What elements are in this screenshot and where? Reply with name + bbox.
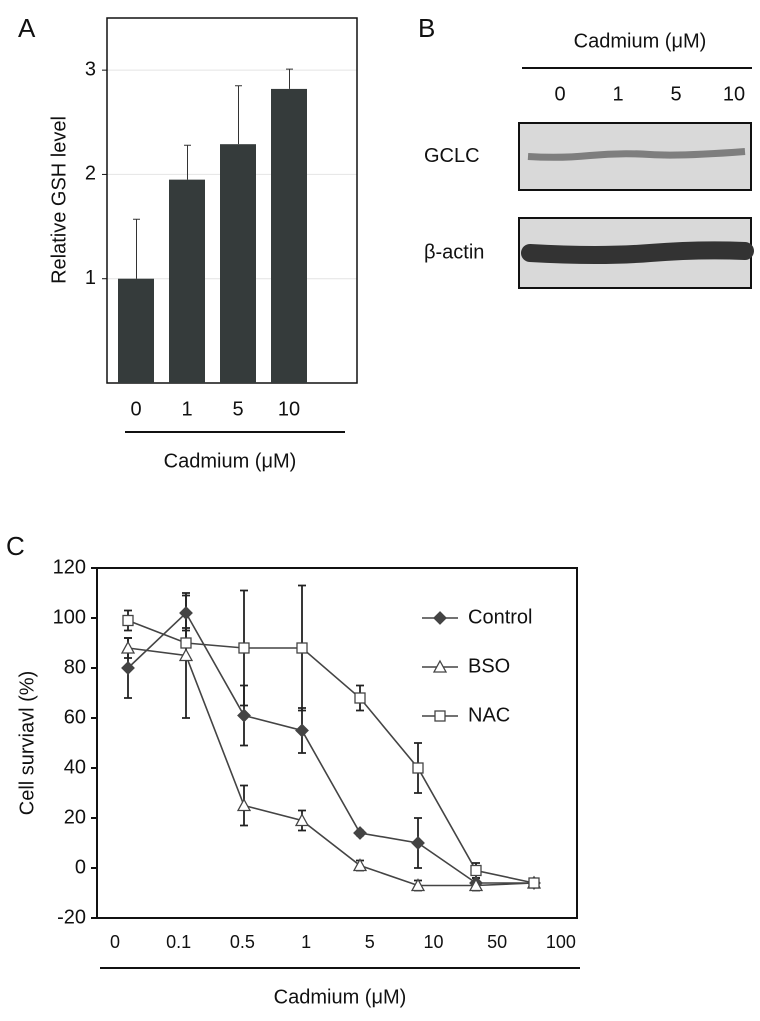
bar [220,144,256,383]
lane-label: 10 [723,83,745,105]
lane-label: 5 [670,83,681,105]
band [521,241,754,264]
x-tick-label: 5 [232,398,243,420]
marker [468,878,484,892]
y-axis-label: Relative GSH level [48,116,70,284]
legend-label: Control [468,606,532,628]
marker [528,877,540,889]
lane-label: 1 [612,83,623,105]
legend-marker [432,659,448,673]
blot-title: Cadmium (μM) [574,30,707,52]
x-tick-label: 100 [546,932,576,952]
marker [411,836,425,850]
y-tick-label: 40 [64,756,86,778]
panel-label: B [418,13,435,43]
x-tick-label: 0.5 [230,932,255,952]
lane-label: 0 [554,83,565,105]
legend-marker [434,710,446,722]
marker [122,614,134,627]
marker [470,864,482,877]
error-bar [286,68,293,89]
error-bar [184,144,191,180]
bar [169,179,205,383]
marker [120,640,136,654]
legend-label: NAC [468,704,510,726]
series-line [127,647,535,887]
series-line [127,611,534,884]
x-tick-label: 0.1 [166,932,191,952]
series-line [127,619,535,884]
marker [178,648,194,662]
y-tick-label: 1 [85,267,96,289]
marker [294,813,310,827]
x-tick-label: 1 [181,398,192,420]
y-tick-label: 2 [85,163,96,185]
x-axis-label: Cadmium (μM) [274,986,407,1008]
marker [295,723,309,738]
error-bar [235,85,242,145]
marker [410,878,426,892]
x-tick-label: 0 [130,398,141,420]
x-tick-label: 1 [301,932,311,952]
marker [354,692,366,704]
y-tick-label: 80 [64,656,86,678]
x-tick-label: 10 [423,932,443,952]
x-axis-label: Cadmium (μM) [164,450,297,472]
y-tick-label: 0 [75,856,86,878]
y-tick-label: 60 [64,706,86,728]
marker [296,642,308,654]
bar [118,278,154,383]
y-tick-label: 120 [53,556,86,578]
row-label: β-actin [424,241,484,263]
y-axis-label: Cell surviavl (%) [16,671,38,815]
row-label: GCLC [424,145,480,167]
panel-label: A [18,13,36,43]
y-tick-label: 3 [85,58,96,80]
legend-label: BSO [468,655,510,677]
y-tick-label: 100 [53,606,86,628]
bar [271,88,307,384]
marker [352,858,368,872]
x-tick-label: 50 [487,932,507,952]
marker [180,637,192,649]
y-tick-label: -20 [57,906,86,928]
marker [412,762,424,774]
panel-label: C [6,531,25,561]
marker [237,708,251,723]
y-tick-label: 20 [64,806,86,828]
x-tick-label: 0 [110,932,120,952]
plot-frame [96,567,578,919]
marker [353,826,367,840]
marker [236,798,252,812]
marker [179,606,193,620]
marker [121,661,135,675]
legend-marker [433,611,447,625]
x-tick-label: 5 [365,932,375,952]
marker [238,642,250,654]
band [527,148,746,161]
x-tick-label: 10 [278,398,300,420]
error-bar [133,218,140,279]
